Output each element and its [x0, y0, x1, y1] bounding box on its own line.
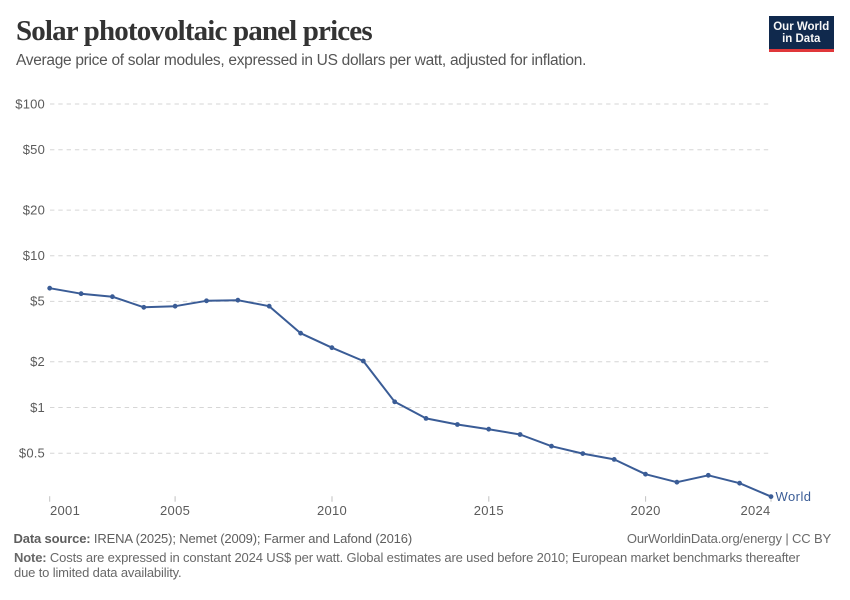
svg-text:$2: $2 — [30, 354, 45, 369]
svg-text:2010: 2010 — [317, 503, 347, 518]
svg-text:2024: 2024 — [740, 503, 770, 518]
svg-text:2001: 2001 — [50, 503, 80, 518]
svg-text:$0.5: $0.5 — [19, 445, 45, 460]
svg-text:$10: $10 — [23, 248, 45, 263]
svg-text:2020: 2020 — [631, 503, 661, 518]
svg-text:$50: $50 — [23, 142, 45, 157]
svg-text:$20: $20 — [23, 202, 45, 217]
svg-text:2005: 2005 — [160, 503, 190, 518]
svg-text:$100: $100 — [15, 96, 45, 111]
svg-text:2015: 2015 — [474, 503, 504, 518]
svg-text:World: World — [776, 489, 812, 504]
svg-text:$1: $1 — [30, 400, 45, 415]
svg-text:$5: $5 — [30, 294, 45, 309]
